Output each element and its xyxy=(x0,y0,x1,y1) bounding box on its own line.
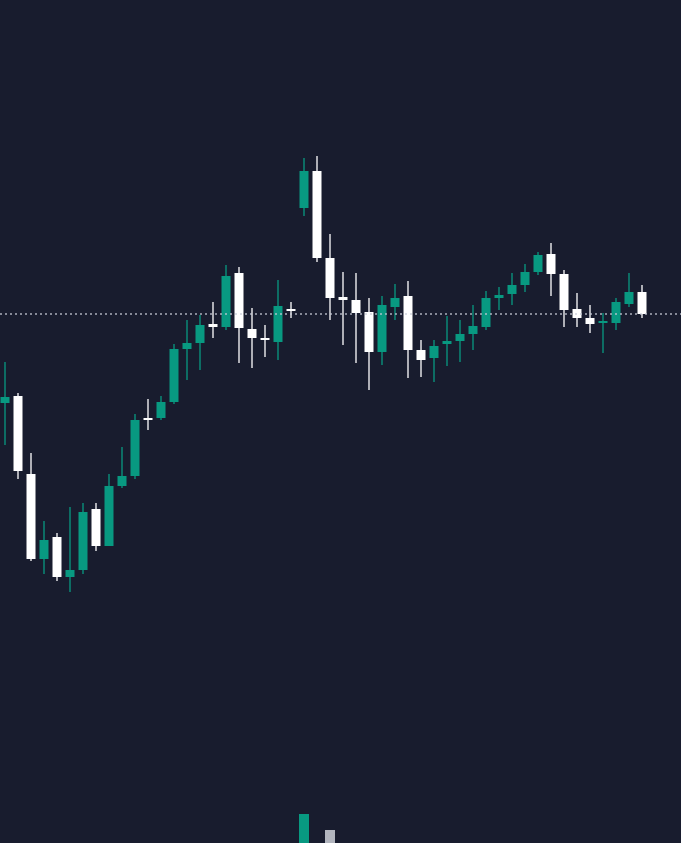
candle-body xyxy=(65,570,75,577)
candle-body xyxy=(494,295,504,298)
candle-body xyxy=(182,343,192,349)
candle-body xyxy=(312,171,322,258)
candle-body xyxy=(130,420,140,476)
candle-body xyxy=(390,298,400,307)
candle-body xyxy=(351,300,361,313)
candle-body xyxy=(195,325,205,343)
candle-body xyxy=(338,297,348,300)
candle-body xyxy=(546,254,556,274)
candle-body xyxy=(26,474,36,559)
candle-body xyxy=(507,285,517,294)
candle-body xyxy=(520,272,530,285)
candle-body xyxy=(598,321,608,323)
candle-body xyxy=(117,476,127,486)
candle-body xyxy=(169,349,179,402)
candle-body xyxy=(78,512,88,570)
candle-body xyxy=(442,341,452,344)
candle-body xyxy=(468,326,478,334)
candle-body xyxy=(416,350,426,360)
candle-body xyxy=(533,255,543,272)
candle-body xyxy=(637,292,647,314)
candle-body xyxy=(611,302,621,323)
candle-body xyxy=(221,276,231,327)
candle-body xyxy=(247,329,257,338)
candle-body xyxy=(156,402,166,418)
candle-body xyxy=(559,274,569,310)
candle-body xyxy=(91,509,101,546)
candle-body xyxy=(208,324,218,327)
candle-body xyxy=(429,346,439,358)
candle-body xyxy=(377,305,387,352)
volume-bar xyxy=(299,814,309,843)
candle-body xyxy=(286,309,296,311)
candle-body xyxy=(364,312,374,352)
volume-bar xyxy=(325,830,335,843)
candle-body xyxy=(481,298,491,327)
candle-body xyxy=(624,292,634,304)
candle-body xyxy=(0,397,10,403)
candle-body xyxy=(143,418,153,420)
candle-body xyxy=(299,171,309,208)
candle-body xyxy=(260,338,270,340)
candle-body xyxy=(13,396,23,471)
candle-body xyxy=(234,273,244,328)
candle-body xyxy=(273,306,283,342)
candle-body xyxy=(455,334,465,341)
candle-body xyxy=(585,318,595,324)
candle-body xyxy=(325,258,335,298)
candle-body xyxy=(39,540,49,559)
candle-body xyxy=(403,296,413,350)
candle-body xyxy=(104,486,114,546)
candle-body xyxy=(52,537,62,577)
